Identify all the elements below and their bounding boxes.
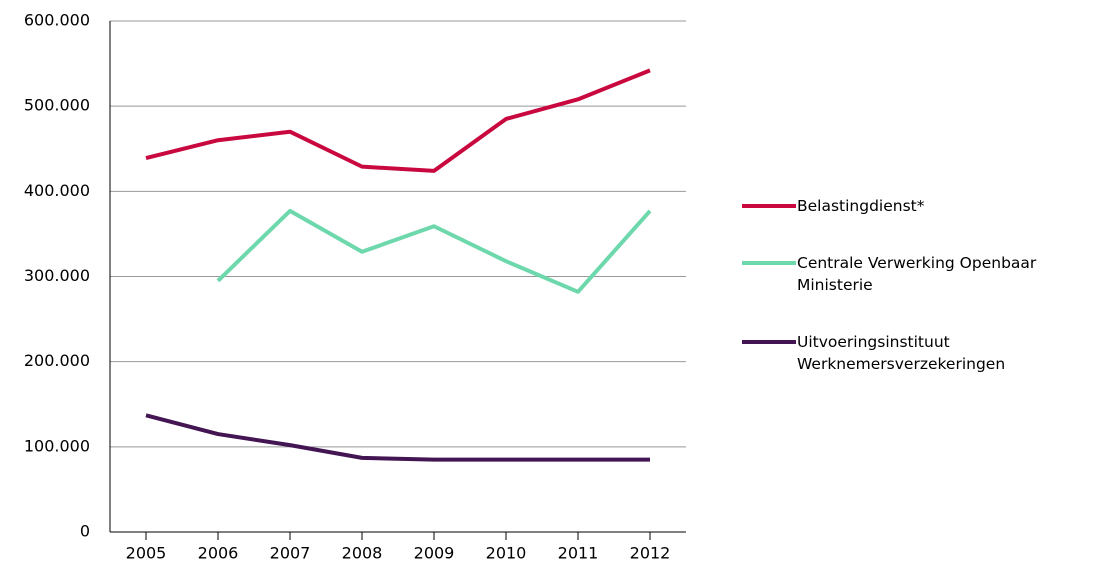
legend-item: Belastingdienst*: [742, 195, 1097, 217]
chart: 0 100.000 200.000 300.000 400.000 500.000 600.…: [24, 11, 686, 563]
y-tick-label: 600.000: [24, 11, 90, 30]
legend-label: Centrale Verwerking Openbaar Ministerie: [797, 254, 1037, 294]
y-tick-label: 300.000: [24, 266, 90, 285]
series-line: [145, 413, 650, 462]
legend-swatch: [742, 204, 796, 208]
x-tick-label: 2007: [270, 544, 311, 563]
legend-swatch: [742, 340, 796, 344]
x-tick-label: 2011: [558, 544, 599, 563]
series-line: [145, 68, 651, 173]
y-tick-label: 200.000: [24, 351, 90, 370]
x-tick-label: 2005: [126, 544, 167, 563]
x-tick-label: 2008: [342, 544, 383, 563]
legend-swatch: [742, 261, 796, 265]
legend-item: Centrale Verwerking Openbaar Ministerie: [742, 252, 1097, 296]
x-tick-label: 2012: [630, 544, 671, 563]
legend-label: Belastingdienst*: [797, 197, 925, 215]
legend: Belastingdienst* Centrale Verwerking Open…: [742, 195, 1102, 410]
y-tick-label: 0: [80, 522, 90, 541]
legend-label: Uitvoeringsinstituut Werknemersverzekeri…: [797, 333, 1006, 373]
y-tick-label: 100.000: [24, 436, 90, 455]
x-tick-label: 2006: [198, 544, 239, 563]
y-tick-label: 500.000: [24, 96, 90, 115]
legend-item: Uitvoeringsinstituut Werknemersverzekeri…: [742, 331, 1097, 375]
y-tick-label: 400.000: [24, 181, 90, 200]
x-tick-label: 2009: [414, 544, 455, 563]
series-line: [216, 208, 652, 294]
x-tick-label: 2010: [486, 544, 527, 563]
